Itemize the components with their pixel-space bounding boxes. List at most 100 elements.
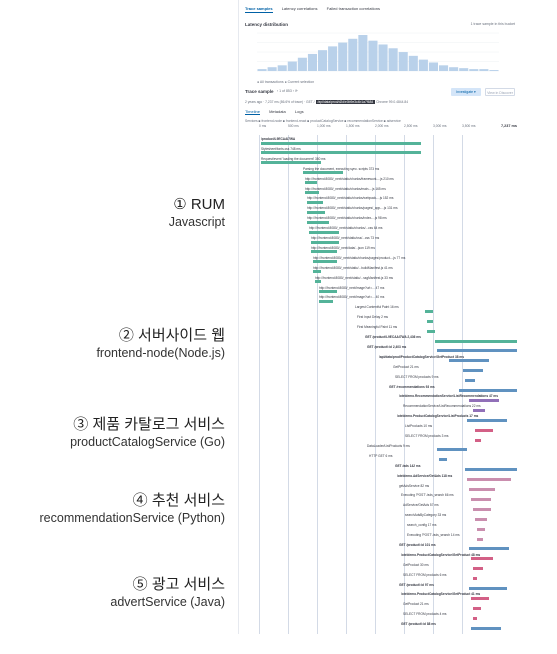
span-bar[interactable] (307, 220, 329, 224)
span-bar[interactable] (469, 488, 495, 491)
tab-metadata[interactable]: Metadata (269, 109, 286, 114)
span-bar[interactable] (471, 596, 489, 600)
span-bar[interactable] (467, 478, 511, 482)
span-label[interactable]: HTTP GET 6 ms (369, 453, 393, 458)
span-label[interactable]: searchAdsByCategory 33 ms (405, 513, 447, 518)
span-bar[interactable] (425, 309, 433, 313)
span-label[interactable]: GET /product/:id 101 ms (399, 542, 436, 547)
histogram-bar[interactable] (297, 57, 307, 71)
tab-timeline[interactable]: Timeline (245, 109, 260, 115)
span-label[interactable]: http://frontend:8080/_next/static/...ssg… (315, 275, 393, 280)
histogram-bar[interactable] (257, 69, 267, 71)
span-label[interactable]: GetProduct 21 ms (393, 364, 419, 369)
latency-histogram[interactable] (257, 31, 499, 75)
span-label[interactable]: GetProduct 30 ms (403, 562, 429, 567)
histogram-bar[interactable] (479, 69, 489, 71)
span-label[interactable]: GET /ads 142 ms (395, 463, 421, 468)
span-bar[interactable] (471, 626, 501, 630)
span-bar[interactable] (475, 438, 481, 442)
histogram-bar[interactable] (368, 40, 378, 71)
span-label[interactable]: http://frontend:8080/_next/static/css/..… (311, 236, 380, 240)
span-label[interactable]: SELECT FROM products 4 ms (403, 612, 447, 617)
span-label[interactable]: Executing 'POST' /ads_search 66 ms (401, 493, 454, 498)
span-label[interactable]: SELECT FROM products 3 ms (405, 434, 449, 438)
view-in-discover-button[interactable]: View in Discover (485, 88, 515, 96)
span-bar[interactable] (439, 458, 447, 462)
span-bar[interactable] (471, 497, 491, 501)
span-label[interactable]: http://frontend:8080/_next/static/chunks… (307, 196, 394, 201)
span-label[interactable]: Stylesheet/fonts.css 748 ms (261, 146, 301, 151)
histogram-bar[interactable] (469, 69, 479, 71)
span-bar[interactable] (469, 587, 507, 590)
span-bar[interactable] (473, 567, 483, 571)
span-label[interactable]: GET /product/:id 97 ms (399, 582, 434, 587)
span-label[interactable]: First Meaningful Paint 11 ms (357, 325, 398, 330)
span-bar[interactable] (473, 616, 477, 620)
span-label[interactable]: First Input Delay 2 ms (357, 315, 388, 320)
histogram-bar[interactable] (408, 55, 418, 71)
span-bar[interactable] (437, 448, 467, 452)
span-bar[interactable] (477, 537, 483, 541)
span-label[interactable]: GetProduct 21 ms (403, 602, 429, 607)
span-bar[interactable] (315, 280, 321, 284)
histogram-bar[interactable] (388, 48, 398, 71)
span-label[interactable]: SELECT FROM products 9 ms (395, 374, 439, 379)
span-label[interactable]: Request/event 'loading the document' 380… (261, 156, 326, 161)
span-bar[interactable] (309, 230, 339, 234)
histogram-bar[interactable] (378, 44, 388, 71)
span-label[interactable]: http://frontend:8080/_next/image?url=...… (319, 295, 385, 300)
span-bar[interactable] (465, 379, 475, 383)
span-bar[interactable] (313, 260, 337, 264)
span-label[interactable]: ListProducts 10 ms (405, 424, 433, 429)
span-label[interactable]: http://frontend:8080/_next/image?url=...… (319, 285, 385, 290)
span-bar[interactable] (467, 418, 507, 422)
span-bar[interactable] (469, 398, 499, 402)
span-label[interactable]: /oteldemo.AdService/GetAds 118 ms (397, 473, 453, 478)
span-bar[interactable] (261, 151, 421, 155)
span-bar[interactable] (463, 369, 483, 373)
tab-failed-correlations[interactable]: Failed transaction correlations (326, 6, 380, 11)
histogram-bar[interactable] (328, 46, 338, 71)
span-label[interactable]: SELECT FROM products 6 ms (403, 572, 447, 577)
span-label[interactable]: AdService/GetAds 57 ms (403, 503, 439, 508)
span-bar[interactable] (305, 191, 319, 194)
histogram-bar[interactable] (348, 38, 358, 71)
tab-latency-correlations[interactable]: Latency correlations (281, 6, 318, 11)
span-bar[interactable] (319, 290, 337, 293)
span-label[interactable]: http://frontend:8080/_next/data/...json … (311, 245, 375, 250)
span-bar[interactable] (473, 408, 485, 412)
span-label[interactable]: http://frontend:8080/_next/static/chunks… (305, 186, 386, 191)
span-label[interactable]: GET /recommendations 93 ms (389, 384, 435, 389)
span-label[interactable]: GET /product/:id 88 ms (401, 622, 436, 627)
span-bar[interactable] (435, 339, 517, 343)
histogram-bar[interactable] (338, 42, 348, 71)
span-label[interactable]: http://frontend:8080/_next/static/chunks… (309, 226, 383, 231)
tab-logs[interactable]: Logs (294, 109, 304, 114)
span-bar[interactable] (427, 329, 435, 333)
span-bar[interactable] (427, 319, 433, 323)
span-label[interactable]: /oteldemo.ProductCatalogService/ListProd… (397, 414, 479, 419)
investigate-button[interactable]: Investigate ▾ (451, 88, 481, 96)
histogram-bar[interactable] (358, 35, 368, 71)
tab-trace-samples[interactable]: Trace samples (245, 6, 273, 13)
span-bar[interactable] (459, 389, 517, 392)
histogram-bar[interactable] (277, 65, 287, 71)
span-bar[interactable] (469, 547, 509, 551)
span-bar[interactable] (303, 171, 343, 175)
span-label[interactable]: DataLoader/ListProducts 9 ms (367, 443, 410, 448)
span-label[interactable]: http://frontend:8080/_next/static/chunks… (307, 216, 387, 221)
span-bar[interactable] (311, 250, 337, 254)
span-bar[interactable] (437, 349, 517, 353)
trace-pager[interactable]: ‹ 1 of 853 › ⟳ (277, 89, 298, 93)
histogram-bar[interactable] (267, 67, 277, 71)
span-label[interactable]: GET /product/L9ECAAI7WA 2,436 ms (365, 335, 421, 339)
histogram-bar[interactable] (418, 59, 428, 71)
histogram-bar[interactable] (318, 50, 328, 71)
span-label[interactable]: Executing 'POST' /ads_search 14 ms (407, 533, 460, 537)
histogram-bar[interactable] (287, 61, 297, 71)
span-bar[interactable] (473, 606, 481, 610)
span-label[interactable]: /api/data/prod/ProductCatalogService/Get… (379, 354, 465, 359)
span-label[interactable]: GET /product/:id 2,403 ms (367, 344, 407, 349)
span-bar[interactable] (475, 517, 487, 521)
span-bar[interactable] (319, 299, 333, 303)
